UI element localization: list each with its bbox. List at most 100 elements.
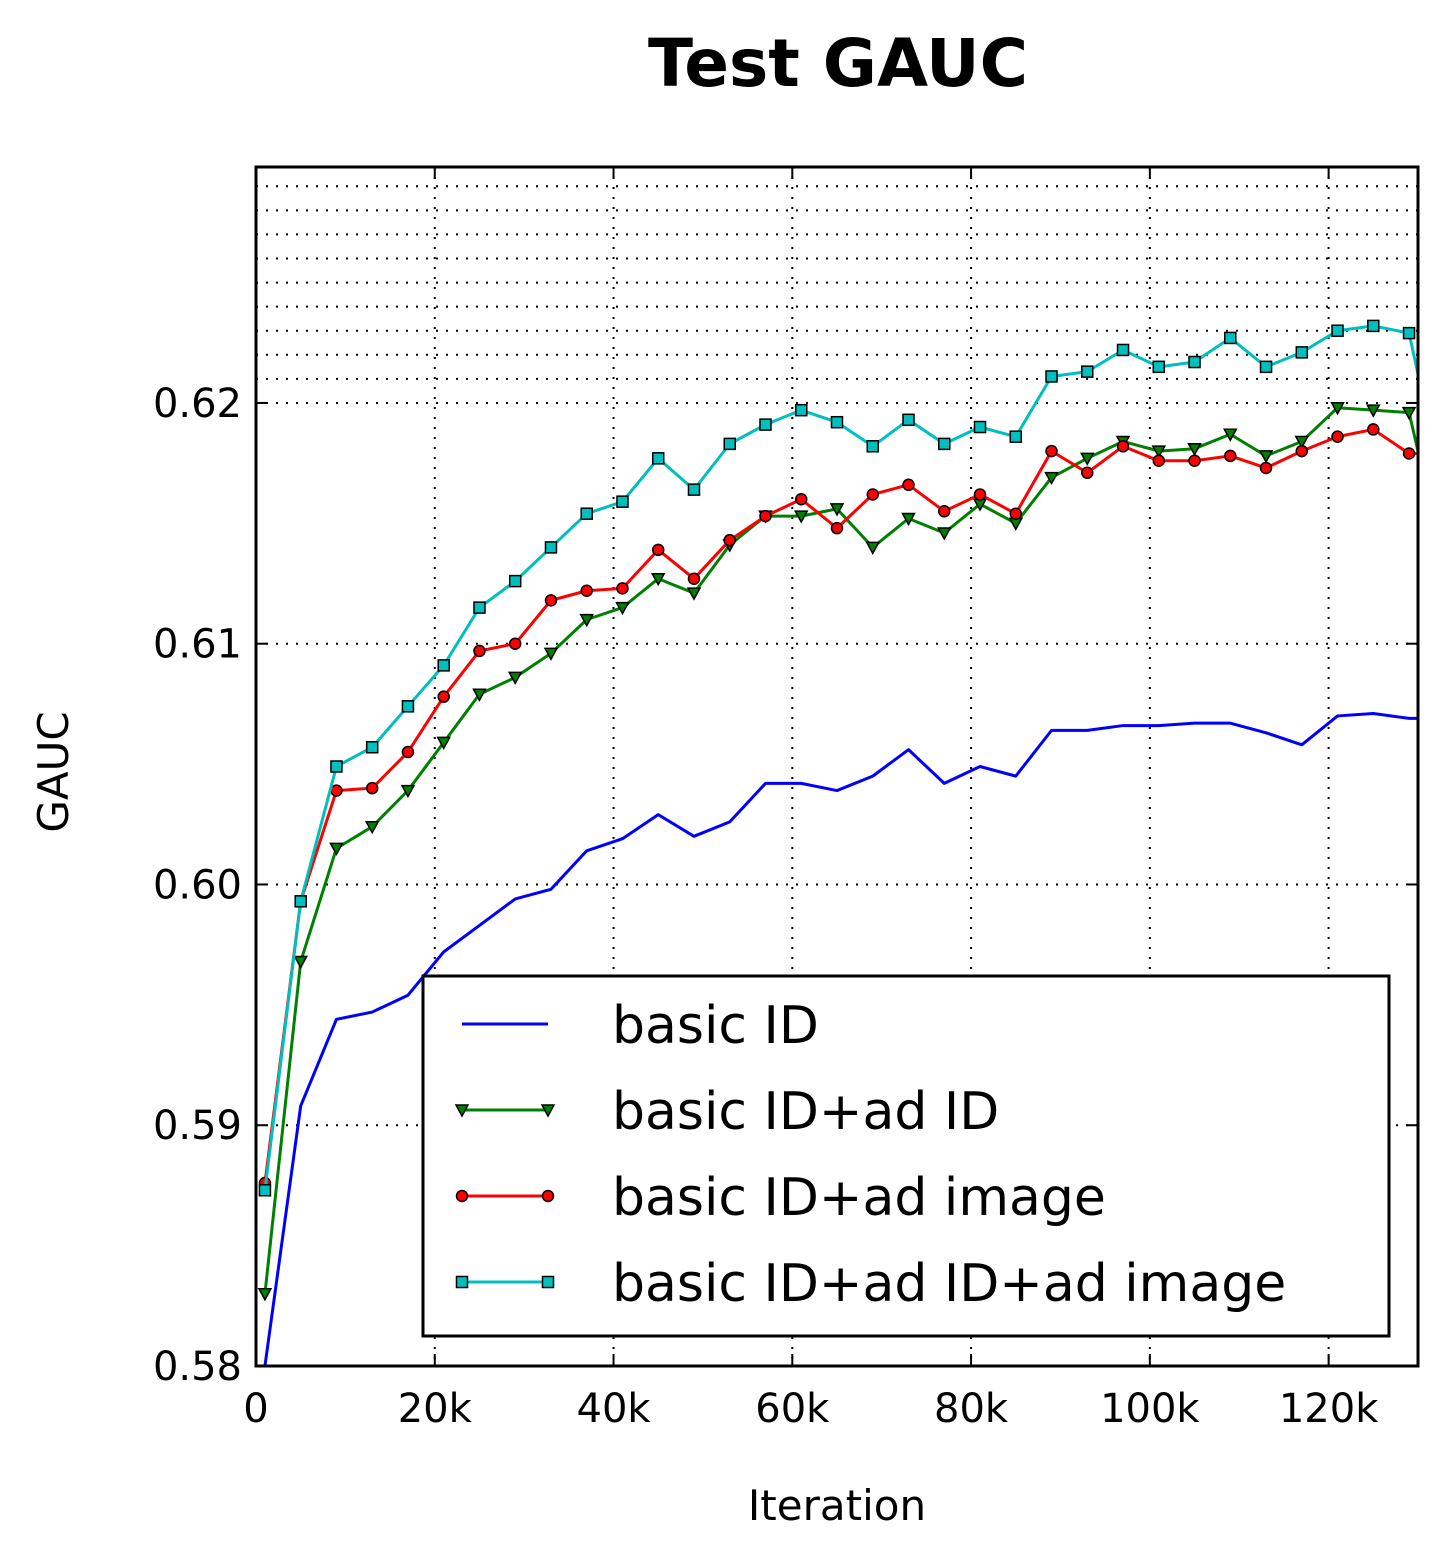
data-point — [473, 601, 486, 614]
data-point — [472, 688, 487, 702]
tick-labels: 0 20k 40k 60k 80k 100k 120k 0.58 0.59 0.60 0.61 0.6… — [153, 381, 1379, 1432]
data-point — [436, 736, 451, 750]
data-point — [829, 503, 845, 517]
data-point — [1331, 324, 1344, 337]
data-point — [1366, 404, 1381, 418]
data-point — [687, 572, 701, 585]
y-tick-label: 0.62 — [153, 381, 242, 427]
data-point — [1151, 445, 1167, 459]
legend-entry-4: basic ID+ad ID+ad image — [455, 1254, 1286, 1314]
data-point — [973, 420, 987, 434]
data-point — [1224, 331, 1237, 345]
data-point — [686, 587, 702, 601]
data-point — [1367, 423, 1380, 436]
grid — [256, 167, 1418, 1366]
data-point — [580, 584, 593, 597]
x-tick-label: 100k — [1100, 1386, 1200, 1432]
x-axis-label: Iteration — [748, 1481, 926, 1530]
legend-label: basic ID+ad ID — [612, 1082, 999, 1142]
data-point — [830, 521, 844, 535]
legend-marker — [541, 1275, 555, 1289]
data-point — [365, 781, 379, 795]
data-point — [364, 820, 380, 835]
data-point — [793, 510, 809, 524]
data-point — [1294, 435, 1310, 450]
data-point — [866, 488, 880, 501]
data-point — [1331, 430, 1344, 443]
data-point — [794, 493, 808, 506]
legend-marker — [454, 1104, 470, 1118]
data-point — [616, 495, 629, 508]
data-point — [1116, 440, 1130, 453]
series-4 — [258, 319, 1418, 1197]
legend-label: basic ID+ad ID+ad image — [612, 1254, 1286, 1314]
data-point — [508, 637, 522, 650]
data-point — [1116, 343, 1130, 357]
legend-entry-3: basic ID+ad image — [455, 1168, 1106, 1228]
data-point — [1045, 370, 1058, 383]
chart-title: Test GAUC — [648, 25, 1028, 102]
legend-entries: basic ID basic ID+ad ID basic ID+ad image b… — [454, 996, 1286, 1314]
data-point — [329, 842, 344, 856]
data-point — [544, 594, 558, 607]
data-point — [543, 647, 559, 661]
x-tick-label: 0 — [243, 1386, 268, 1432]
data-point — [1330, 402, 1345, 416]
data-point — [294, 895, 307, 908]
data-point — [257, 1288, 273, 1302]
data-point — [508, 574, 522, 588]
legend-label: basic ID+ad image — [612, 1168, 1106, 1228]
data-point — [579, 613, 594, 628]
data-point — [1295, 444, 1309, 458]
plot-frame — [254, 165, 1420, 1368]
data-point — [1223, 428, 1238, 442]
x-tick-label: 20k — [398, 1386, 473, 1432]
legend-box — [421, 974, 1391, 1338]
data-point — [1188, 454, 1201, 467]
series-line — [263, 324, 1418, 1191]
data-point — [615, 601, 630, 616]
data-point — [1081, 365, 1094, 378]
data-point — [794, 403, 808, 417]
data-point — [830, 415, 844, 429]
data-point — [1152, 454, 1166, 467]
data-point — [1259, 360, 1273, 374]
data-point — [1367, 319, 1380, 333]
data-point — [1081, 466, 1094, 480]
data-point — [687, 483, 701, 496]
data-point — [544, 541, 558, 554]
data-point — [1401, 406, 1417, 421]
data-point — [1009, 430, 1023, 443]
data-point — [580, 507, 593, 520]
data-point — [1259, 461, 1273, 475]
data-point — [938, 437, 951, 451]
data-point — [759, 509, 772, 523]
data-point — [723, 533, 736, 547]
data-point — [1045, 444, 1058, 458]
data-point — [401, 700, 415, 713]
data-point — [759, 418, 772, 431]
data-point — [865, 541, 881, 555]
data-point — [651, 543, 665, 557]
x-tick-label: 60k — [755, 1386, 830, 1432]
y-tick-label: 0.60 — [153, 862, 242, 908]
series-line — [263, 712, 1418, 1366]
data-point — [651, 452, 665, 465]
data-point — [437, 659, 450, 672]
data-point — [938, 505, 951, 518]
data-point — [365, 740, 379, 754]
series-1 — [263, 712, 1418, 1366]
data-point — [473, 644, 486, 658]
data-point — [936, 527, 952, 541]
data-point — [1008, 517, 1024, 531]
data-point — [293, 955, 308, 970]
plot-series — [257, 319, 1418, 1366]
data-point — [437, 690, 450, 703]
data-point — [616, 582, 629, 595]
data-point — [1402, 326, 1416, 340]
data-point — [1188, 355, 1201, 369]
legend-marker — [540, 1104, 556, 1118]
legend-marker — [455, 1189, 469, 1203]
y-axis-label: GAUC — [29, 711, 78, 832]
